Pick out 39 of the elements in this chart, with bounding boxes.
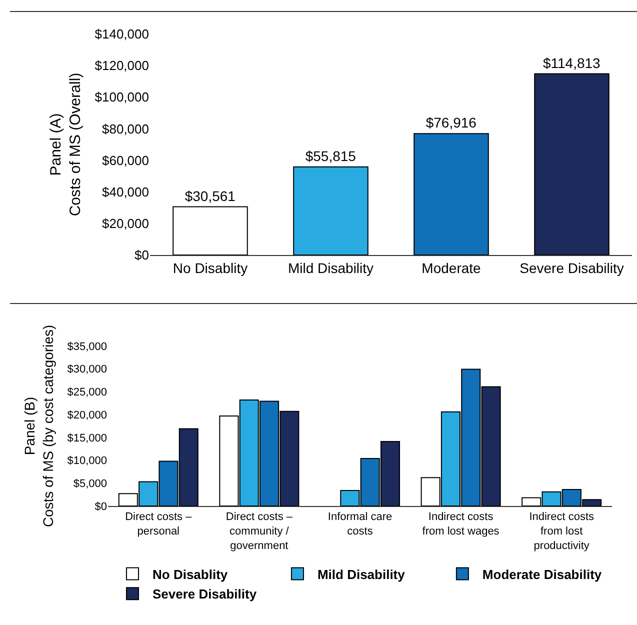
y-tick-label: $60,000: [102, 152, 149, 168]
y-tick-label: $20,000: [67, 409, 107, 422]
y-tick-label: $10,000: [67, 455, 107, 468]
y-axis-title: Panel (A) Costs of MS (Overall): [48, 72, 84, 216]
bar: [414, 133, 489, 255]
x-tick-label: Informal care costs: [328, 511, 392, 538]
y-tick-label: $40,000: [102, 184, 149, 200]
y-tick-label: $0: [94, 500, 107, 513]
y-tick-label: $15,000: [67, 432, 107, 444]
y-tick-label: $5,000: [73, 478, 107, 490]
y-tick-label: $120,000: [94, 58, 149, 74]
x-tick-label: Moderate: [422, 260, 482, 276]
y-tick-label: $35,000: [67, 340, 107, 353]
data-label: $114,813: [542, 54, 601, 71]
legend-label: Severe Disability: [152, 586, 258, 602]
data-label: $55,815: [305, 148, 356, 164]
x-tick-label: Direct costs – community / government: [226, 511, 294, 552]
data-label: $76,916: [426, 114, 477, 131]
data-label: $30,561: [184, 188, 236, 204]
x-tick-label: Indirect costs from lost wages: [422, 511, 500, 538]
x-tick-label: Mild Disability: [288, 260, 374, 276]
bar: [534, 73, 610, 255]
legend-label: Moderate Disability: [482, 566, 602, 582]
y-axis-title: Panel (B) Costs of MS (by cost categories): [22, 324, 56, 528]
y-tick-label: $30,000: [67, 364, 107, 376]
legend-label: Mild Disability: [317, 566, 406, 582]
y-tick-label: $80,000: [102, 121, 149, 136]
bar: [293, 166, 368, 255]
y-tick-label: $0: [134, 248, 149, 263]
x-tick-label: No Disablity: [172, 260, 248, 276]
x-tick-label: Indirect costs from lost productivity: [529, 511, 594, 552]
y-tick-label: $20,000: [102, 216, 149, 231]
y-tick-label: $25,000: [67, 386, 107, 399]
legend-label: No Disablity: [152, 566, 228, 582]
x-tick-label: Severe Disability: [520, 260, 624, 276]
y-tick-label: $100,000: [94, 90, 149, 105]
x-tick-label: Direct costs – personal: [125, 511, 193, 538]
y-tick-label: $140,000: [94, 26, 149, 42]
bar: [172, 206, 248, 255]
